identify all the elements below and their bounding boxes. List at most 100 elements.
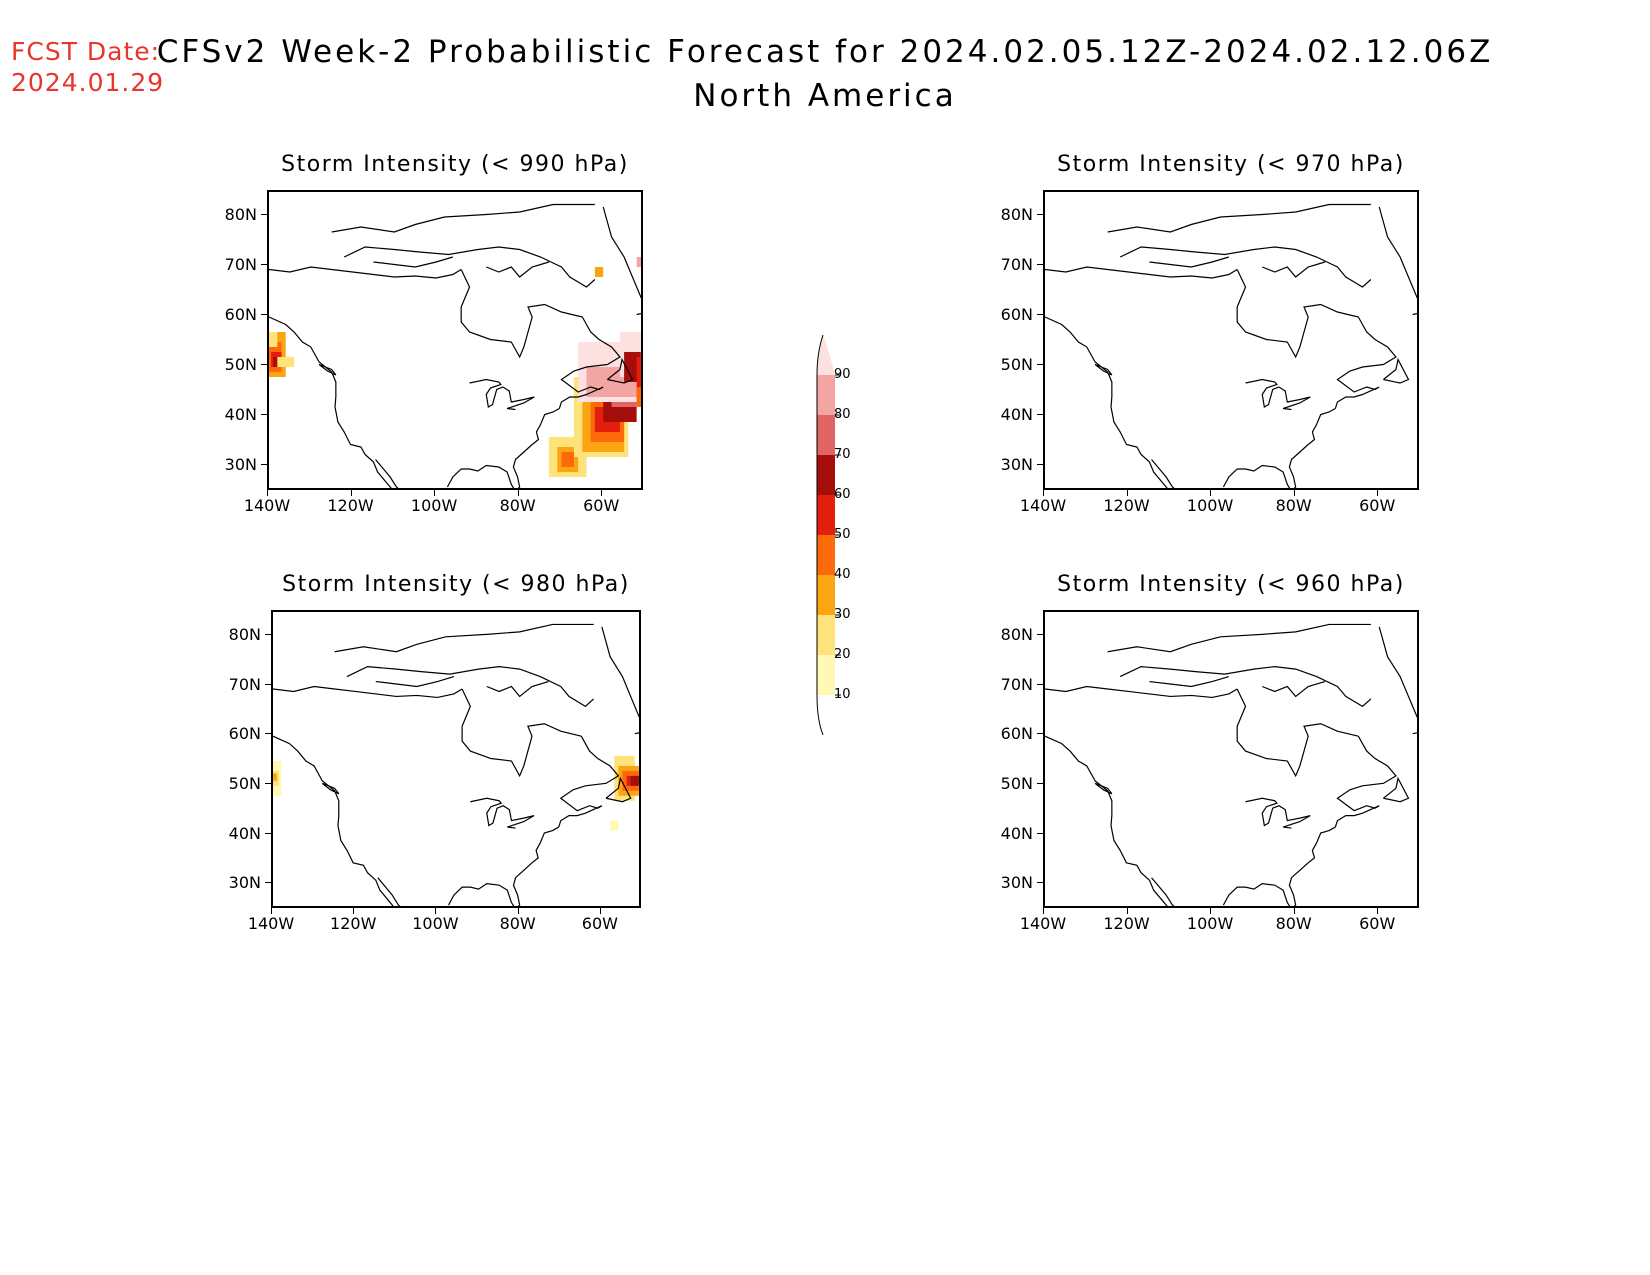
title-line-2: North America <box>693 78 957 114</box>
probability-cell <box>277 357 295 367</box>
lat-tick-mark <box>1037 733 1043 735</box>
colorbar <box>816 335 841 735</box>
lat-tick-label: 70N <box>1000 255 1033 274</box>
lon-tick-label: 80W <box>499 496 536 515</box>
lon-tick-label: 120W <box>327 496 374 515</box>
coastline <box>1378 626 1417 735</box>
colorbar-level-label: 70 <box>834 447 851 462</box>
lat-tick-label: 60N <box>1000 724 1033 744</box>
coastline <box>1262 680 1326 698</box>
colorbar-level-label: 90 <box>834 367 851 382</box>
coastline <box>461 688 582 778</box>
coastline <box>1107 623 1371 653</box>
coastline <box>273 735 394 906</box>
coastline <box>1119 666 1372 708</box>
coastline <box>1222 826 1336 906</box>
lat-tick-mark <box>261 214 267 215</box>
lon-tick-mark <box>517 908 519 914</box>
coastline <box>1045 266 1238 279</box>
coastline <box>486 261 550 278</box>
lon-tick-mark <box>350 490 352 496</box>
forecast-date-value: 2024.01.29 <box>11 68 165 97</box>
probability-cell <box>630 775 639 786</box>
lat-tick-label: 50N <box>1000 355 1033 374</box>
lat-tick-label: 60N <box>224 305 257 324</box>
map-canvas <box>1045 623 1417 906</box>
lat-tick-mark <box>1037 214 1043 215</box>
lat-tick-mark <box>265 733 271 735</box>
coastline <box>1094 363 1113 376</box>
lon-tick-mark <box>1293 908 1295 914</box>
coastline <box>446 407 560 488</box>
lon-tick-mark <box>517 490 519 496</box>
lat-tick-mark <box>1037 314 1043 315</box>
lat-tick-mark <box>265 782 271 784</box>
coastline <box>1151 877 1175 906</box>
lon-tick-label: 80W <box>1275 496 1312 515</box>
coastline <box>1149 256 1229 268</box>
map-frame <box>1043 190 1419 490</box>
lon-tick-mark <box>1043 490 1044 496</box>
coastline <box>448 826 560 906</box>
lon-tick-label: 140W <box>243 496 291 515</box>
lon-tick-label: 100W <box>1186 496 1234 515</box>
lon-tick-label: 100W <box>410 496 458 515</box>
lon-tick-mark <box>434 490 436 496</box>
probability-cell <box>610 820 619 831</box>
colorbar-segment <box>817 655 835 695</box>
coastline <box>346 666 595 708</box>
coastline <box>321 782 340 795</box>
lon-tick-label: 140W <box>247 914 295 933</box>
coastline <box>1045 685 1238 699</box>
lon-tick-label: 120W <box>1103 496 1150 515</box>
lon-tick-label: 140W <box>1019 496 1067 515</box>
coastline <box>1151 459 1175 488</box>
colorbar-segment <box>817 455 835 495</box>
lon-tick-label: 100W <box>412 914 459 933</box>
coastline <box>1334 316 1397 409</box>
colorbar-segment <box>817 495 835 535</box>
lat-tick-label: 30N <box>224 455 257 474</box>
coastline <box>602 206 641 316</box>
lat-tick-label: 80N <box>1000 624 1033 644</box>
coastline <box>334 623 594 653</box>
coastline <box>1245 378 1311 411</box>
lat-tick-label: 30N <box>228 873 261 893</box>
lon-tick-mark <box>1210 908 1212 914</box>
lat-tick-mark <box>265 832 271 834</box>
map-frame <box>267 190 643 490</box>
coastline <box>1119 246 1372 288</box>
lat-tick-label: 70N <box>228 674 261 694</box>
lat-tick-label: 40N <box>1000 823 1033 843</box>
lat-tick-label: 40N <box>228 823 261 843</box>
page-title: CFSv2 Week-2 Probabilistic Forecast for … <box>150 30 1500 118</box>
lon-tick-mark <box>1126 908 1128 914</box>
coastline <box>460 269 583 359</box>
coastline <box>331 203 595 233</box>
panel-title: Storm Intensity (< 960 hPa) <box>1057 572 1405 597</box>
coastline <box>269 266 462 279</box>
probability-cell <box>273 773 278 781</box>
lat-tick-mark <box>1037 633 1043 635</box>
lat-tick-label: 60N <box>228 724 261 744</box>
coastline <box>373 256 453 268</box>
map-frame <box>271 610 641 908</box>
lon-tick-mark <box>435 908 437 914</box>
colorbar-segment <box>817 535 835 575</box>
lon-tick-label: 60W <box>581 914 618 933</box>
panel-title: Storm Intensity (< 980 hPa) <box>282 572 630 597</box>
colorbar-segment <box>817 375 835 415</box>
lat-tick-mark <box>265 633 271 635</box>
lon-tick-mark <box>353 908 355 914</box>
coastline <box>1378 206 1417 316</box>
lon-tick-label: 80W <box>1275 914 1312 933</box>
lon-tick-mark <box>1293 490 1295 496</box>
lat-tick-label: 70N <box>1000 674 1033 694</box>
probability-cell <box>636 357 641 397</box>
lon-tick-label: 100W <box>1186 914 1234 933</box>
coastline <box>1383 357 1410 384</box>
coastline <box>469 378 535 411</box>
lat-tick-label: 80N <box>224 205 257 224</box>
lat-tick-mark <box>1037 782 1043 784</box>
coastline <box>470 797 535 829</box>
